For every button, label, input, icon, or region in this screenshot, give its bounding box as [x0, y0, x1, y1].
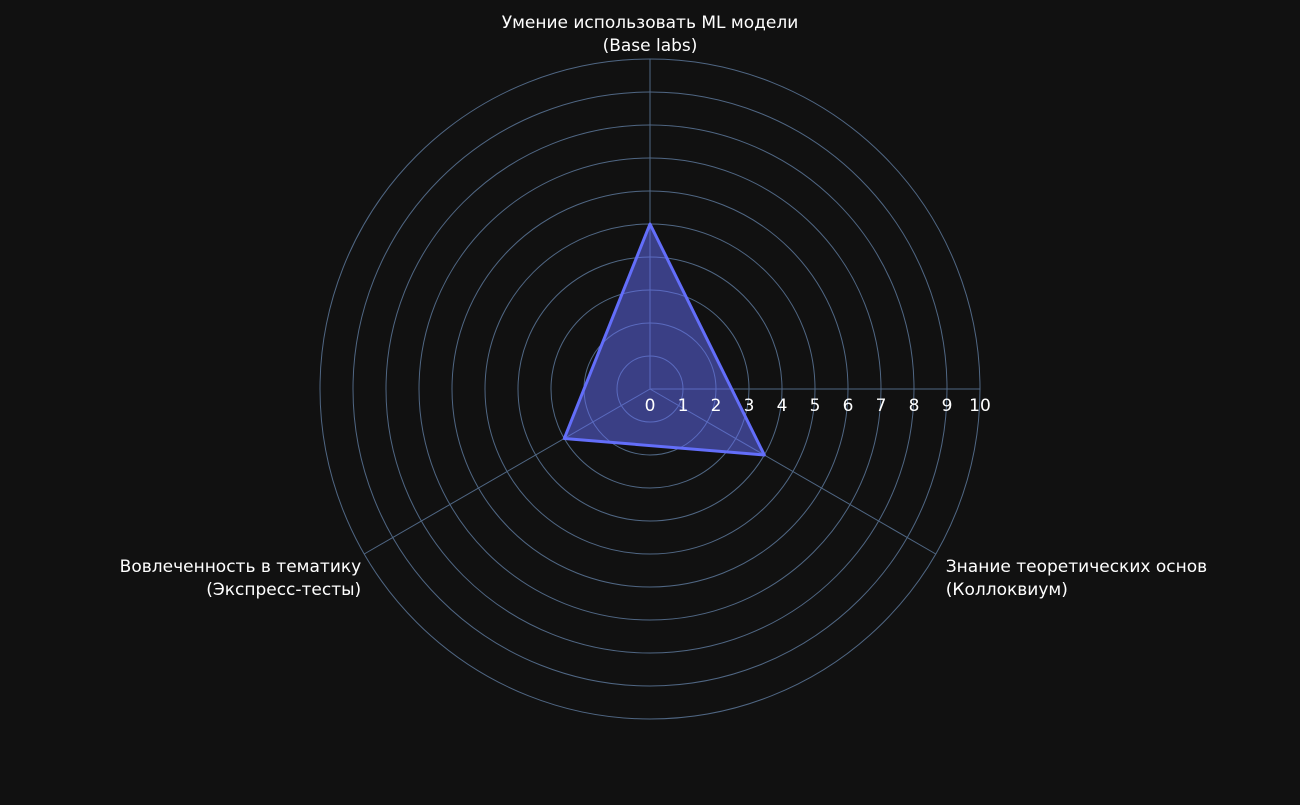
radial-tick-label-3: 3: [744, 396, 755, 416]
radial-tick-label-6: 6: [843, 396, 854, 416]
radial-tick-label-1: 1: [678, 396, 689, 416]
category-label-1: Знание теоретических основ (Коллоквиум): [946, 557, 1207, 600]
radial-tick-label-0: 0: [645, 396, 656, 416]
radial-tick-label-7: 7: [876, 396, 887, 416]
category-label-1-line-0: Знание теоретических основ: [946, 557, 1207, 577]
radial-tick-label-9: 9: [942, 396, 953, 416]
series-polygon: [564, 224, 764, 455]
category-label-2: Вовлеченность в тематику (Экспресс-тесты): [120, 557, 362, 600]
radial-tick-label-8: 8: [909, 396, 920, 416]
category-label-0-line-0: Умение использовать ML модели: [502, 13, 799, 33]
radial-tick-label-5: 5: [810, 396, 821, 416]
category-label-0-line-1: (Base labs): [603, 36, 698, 56]
category-label-2-line-1: (Экспресс-тесты): [206, 580, 361, 600]
series-layer: [564, 224, 764, 455]
category-label-2-line-0: Вовлеченность в тематику: [120, 557, 362, 577]
category-label-1-line-1: (Коллоквиум): [946, 580, 1068, 600]
radial-tick-label-10: 10: [969, 396, 991, 416]
radial-tick-label-4: 4: [777, 396, 788, 416]
radial-tick-label-2: 2: [711, 396, 722, 416]
category-label-0: Умение использовать ML модели (Base labs): [502, 13, 799, 56]
